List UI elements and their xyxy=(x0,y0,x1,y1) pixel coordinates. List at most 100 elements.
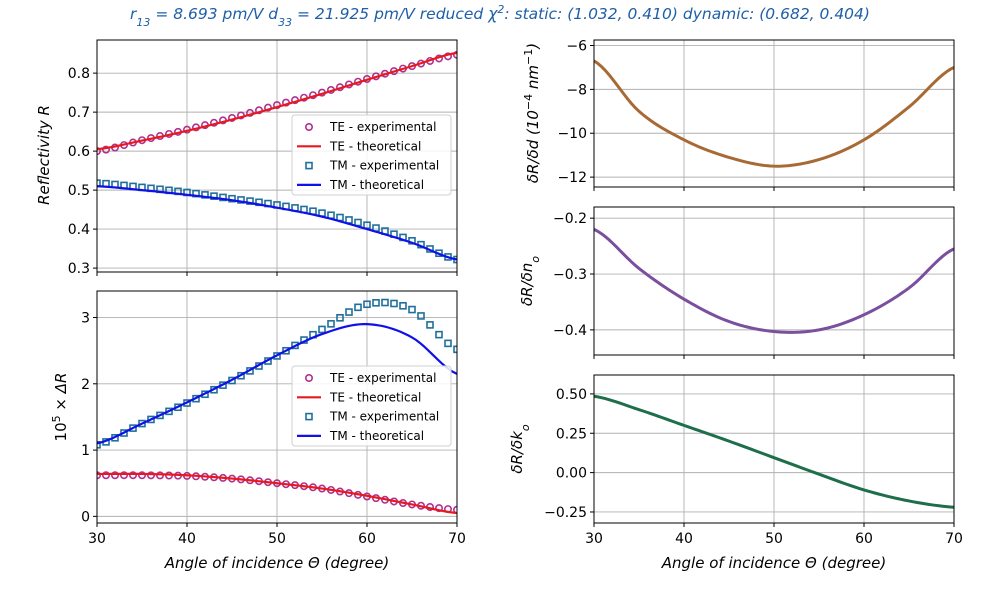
data-point xyxy=(156,411,164,420)
series-line xyxy=(594,394,954,509)
y-tick-label: 3 xyxy=(81,311,90,327)
y-tick-label: 0.3 xyxy=(68,261,90,277)
dR-dko-panel: 30 40 50 60 70 −0.25 0.00 0.25 0.50 xyxy=(544,374,963,547)
legend-marker xyxy=(304,123,313,132)
title-part: 33 xyxy=(278,16,292,29)
x-tick-label: 40 xyxy=(675,531,693,547)
data-point xyxy=(102,471,111,480)
data-point xyxy=(237,196,245,204)
data-point xyxy=(228,194,236,203)
label-part: × ΔR xyxy=(52,373,70,416)
y-axis-label-delta-r: 105 × ΔR xyxy=(50,373,71,442)
series-line xyxy=(97,51,457,151)
x-tick-label: 70 xyxy=(448,531,466,547)
y-tick-label: 0.7 xyxy=(68,105,90,121)
y-axis-label-dR-dd: δR/δd (10−4 nm−1) xyxy=(522,43,543,183)
data-point xyxy=(453,345,457,354)
y-tick-label: −0.4 xyxy=(553,323,587,339)
data-point xyxy=(318,325,326,334)
label-part: o xyxy=(519,424,532,431)
y-tick-label: 0.5 xyxy=(68,183,90,199)
series-line xyxy=(97,185,457,261)
data-point xyxy=(129,424,137,432)
data-point xyxy=(444,339,452,348)
x-tick-label: 60 xyxy=(358,531,376,547)
data-point xyxy=(129,471,138,480)
label-part: 5 xyxy=(50,415,63,422)
legend-label: TE - experimental xyxy=(329,371,436,385)
data-point xyxy=(138,471,147,480)
y-tick-label: 0.8 xyxy=(68,66,90,82)
figure-title: r13 = 8.693 pm/V d33 = 21.925 pm/V reduc… xyxy=(130,3,870,29)
data-point xyxy=(102,145,111,154)
data-point xyxy=(345,216,353,224)
y-tick-label: −12 xyxy=(557,170,587,186)
legend: TE - experimental TE - theoretical TM - ex… xyxy=(291,114,452,196)
data-point xyxy=(147,415,155,424)
data-point xyxy=(399,302,407,310)
data-point xyxy=(97,179,101,187)
data-point xyxy=(111,471,120,480)
data-point xyxy=(435,330,443,339)
title-part: 13 xyxy=(136,16,150,29)
series-line xyxy=(97,472,457,515)
label-part: 10 xyxy=(52,422,70,441)
y-tick-label: −6 xyxy=(566,38,587,54)
dR-dd-panel: −12 −10 −8 −6 xyxy=(557,38,955,191)
label-part: ) xyxy=(524,43,542,50)
legend-marker xyxy=(305,161,313,170)
x-tick-label: 30 xyxy=(88,531,106,547)
data-point xyxy=(345,308,353,316)
y-tick-label: 0.50 xyxy=(556,387,587,403)
label-part: δR/δk xyxy=(508,430,526,474)
y-tick-label: −10 xyxy=(557,126,587,142)
data-point xyxy=(210,192,218,200)
legend-marker xyxy=(305,412,313,421)
data-point xyxy=(381,298,389,307)
data-point xyxy=(219,193,227,202)
data-point xyxy=(336,314,344,322)
x-axis-label-left: Angle of incidence Θ (degree) xyxy=(164,554,389,572)
label-part: −1 xyxy=(522,49,535,65)
x-tick-label: 50 xyxy=(765,531,783,547)
title-part: reduced χ xyxy=(420,5,498,23)
legend-label: TM - experimental xyxy=(329,410,439,424)
title-part: 2 xyxy=(497,3,504,16)
label-part: o xyxy=(529,256,542,263)
legend-label: TE - theoretical xyxy=(329,390,421,404)
legend-label: TM - theoretical xyxy=(329,178,424,192)
title-part: d xyxy=(268,5,278,23)
y-tick-label: −0.2 xyxy=(553,211,587,227)
y-tick-label: 1 xyxy=(81,443,90,459)
label-part: nm xyxy=(524,65,542,94)
data-point xyxy=(120,471,129,480)
data-point xyxy=(408,305,416,314)
y-tick-label: 0.4 xyxy=(68,222,90,238)
title-part: r xyxy=(130,5,138,23)
y-tick-label: 2 xyxy=(81,377,90,393)
x-tick-label: 70 xyxy=(945,531,963,547)
y-tick-label: 0.00 xyxy=(556,466,587,482)
title-part: = 21.925 pm/V xyxy=(292,5,416,23)
x-axis-label-right: Angle of incidence Θ (degree) xyxy=(661,554,886,572)
label-part: −4 xyxy=(522,94,535,110)
x-tick-label: 40 xyxy=(178,531,196,547)
data-point xyxy=(426,321,434,329)
legend-label: TE - experimental xyxy=(329,120,436,134)
y-tick-label: −0.3 xyxy=(553,267,587,283)
legend-box xyxy=(291,114,452,196)
y-tick-label: 0.25 xyxy=(556,426,587,442)
x-tick-label: 50 xyxy=(268,531,286,547)
legend-label: TM - theoretical xyxy=(329,429,424,443)
data-point xyxy=(363,300,371,309)
data-point xyxy=(147,471,156,480)
legend-box xyxy=(291,365,452,447)
title-part: : static: (1.032, 0.410) dynamic: (0.682… xyxy=(504,5,870,23)
data-point xyxy=(354,218,362,227)
data-point xyxy=(327,320,335,328)
label-part: δR/δd (10 xyxy=(524,110,542,183)
series-line xyxy=(594,228,954,334)
legend-label: TE - theoretical xyxy=(329,139,421,153)
